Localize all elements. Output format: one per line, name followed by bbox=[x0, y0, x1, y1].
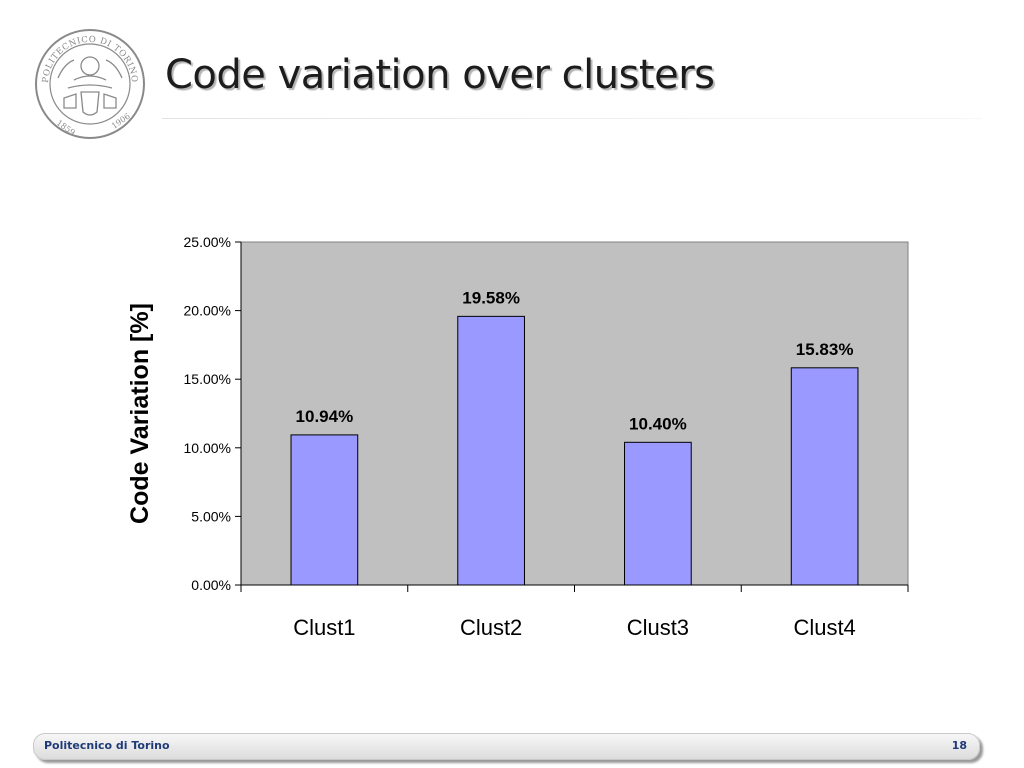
y-axis: 0.00% 5.00% 10.00% 15.00% 20.00% 25.00% bbox=[184, 234, 242, 593]
x-tick-label: Clust3 bbox=[627, 615, 689, 640]
bar-clust3 bbox=[624, 441, 692, 586]
y-tick-label: 20.00% bbox=[184, 303, 231, 319]
y-tick-label: 25.00% bbox=[184, 234, 231, 250]
title-divider bbox=[162, 118, 982, 119]
x-tick-label: Clust4 bbox=[793, 615, 855, 640]
x-tick-label: Clust1 bbox=[293, 615, 355, 640]
bar-clust1 bbox=[290, 434, 359, 586]
y-tick-label: 5.00% bbox=[191, 508, 231, 524]
footer-bar: Politecnico di Torino 18 bbox=[33, 733, 980, 760]
footer-institution: Politecnico di Torino bbox=[44, 739, 170, 752]
data-label: 10.40% bbox=[629, 414, 687, 433]
bar-chart: 0.00% 5.00% 10.00% 15.00% 20.00% 25.00% Clust… bbox=[126, 234, 909, 640]
y-tick-label: 0.00% bbox=[191, 577, 231, 593]
y-tick-label: 10.00% bbox=[184, 440, 231, 456]
data-label: 10.94% bbox=[296, 407, 354, 426]
bar-clust4 bbox=[790, 367, 859, 586]
bar-clust2 bbox=[457, 315, 525, 586]
y-tick-label: 15.00% bbox=[184, 371, 231, 387]
data-label: 19.58% bbox=[462, 288, 520, 307]
slide-title: Code variation over clusters bbox=[165, 52, 715, 98]
data-label: 15.83% bbox=[796, 340, 854, 359]
x-tick-label: Clust2 bbox=[460, 615, 522, 640]
page-number: 18 bbox=[951, 739, 967, 752]
y-axis-title: Code Variation [%] bbox=[126, 303, 154, 524]
politecnico-seal-logo: POLITECNICO DI TORINO 1859 1906 bbox=[35, 29, 145, 139]
bars bbox=[290, 315, 859, 586]
x-axis: Clust1 Clust2 Clust3 Clust4 bbox=[240, 584, 909, 640]
seal-year-left: 1859 bbox=[55, 118, 77, 137]
data-labels: 10.94% 19.58% 10.40% 15.83% bbox=[296, 288, 854, 433]
